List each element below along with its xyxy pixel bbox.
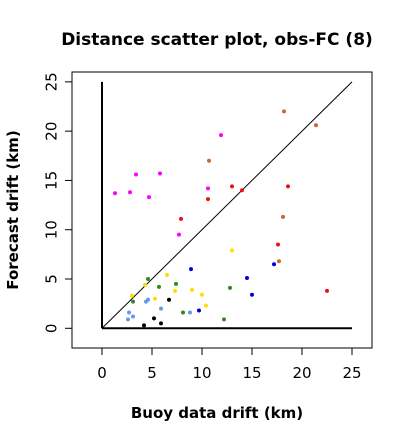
- y-tick-label: 5: [43, 274, 61, 284]
- data-point: [131, 314, 135, 319]
- y-tick-label: 10: [43, 220, 61, 239]
- x-tick-label: 20: [292, 364, 311, 382]
- data-point: [159, 321, 163, 326]
- data-point: [181, 310, 185, 315]
- data-point: [127, 310, 131, 315]
- x-tick-label: 0: [97, 364, 107, 382]
- data-point: [197, 308, 201, 313]
- data-point: [146, 297, 150, 302]
- data-point: [286, 184, 290, 189]
- data-point: [128, 190, 132, 195]
- data-point: [126, 317, 130, 322]
- data-point: [113, 191, 117, 196]
- data-point: [245, 276, 249, 281]
- data-point: [152, 316, 156, 321]
- data-point: [158, 171, 162, 176]
- y-axis: 0 5 10 15 20 25: [43, 72, 72, 334]
- data-point: [131, 299, 135, 304]
- x-tick-label: 5: [147, 364, 157, 382]
- data-point: [143, 282, 147, 287]
- data-point: [159, 306, 163, 311]
- y-tick-label: 20: [43, 122, 61, 141]
- data-point: [272, 262, 276, 267]
- data-point: [142, 323, 146, 328]
- y-tick-label: 15: [43, 171, 61, 190]
- data-point: [276, 242, 280, 247]
- data-point: [157, 284, 161, 289]
- data-point: [179, 216, 183, 221]
- y-tick-label: 0: [43, 324, 61, 334]
- x-tick-label: 25: [342, 364, 361, 382]
- data-point: [282, 109, 286, 114]
- data-point: [165, 273, 169, 278]
- data-point: [204, 303, 208, 308]
- x-axis-label: Buoy data drift (km): [131, 404, 303, 422]
- x-tick-label: 10: [192, 364, 211, 382]
- data-point: [228, 285, 232, 290]
- data-point: [146, 277, 150, 281]
- x-axis: 0 5 10 15 20 25: [97, 348, 362, 382]
- data-point: [207, 158, 211, 163]
- data-point: [240, 188, 244, 193]
- data-point: [173, 288, 177, 293]
- data-point: [190, 287, 194, 292]
- data-point: [147, 195, 151, 200]
- data-point: [130, 293, 134, 298]
- plot-frame: [71, 71, 373, 349]
- data-point: [200, 292, 204, 297]
- y-tick-label: 25: [43, 72, 61, 91]
- data-point: [167, 297, 171, 302]
- data-point: [219, 133, 223, 138]
- data-point: [177, 232, 181, 237]
- reference-line: [101, 81, 353, 329]
- data-point: [174, 281, 178, 286]
- data-point: [188, 310, 192, 315]
- data-point: [277, 259, 281, 264]
- data-point: [189, 267, 193, 272]
- data-point: [325, 288, 329, 293]
- inner-axes: [101, 81, 352, 330]
- data-point: [206, 197, 210, 202]
- data-point: [230, 184, 234, 189]
- data-point: [153, 296, 157, 301]
- data-point: [281, 214, 285, 219]
- data-points: [113, 109, 329, 328]
- data-point: [222, 317, 226, 322]
- x-tick-label: 15: [242, 364, 261, 382]
- reference-line-group: [101, 81, 353, 329]
- chart-title: Distance scatter plot, obs-FC (8): [61, 30, 373, 50]
- data-point: [230, 248, 234, 253]
- data-point: [206, 186, 210, 191]
- data-point: [250, 292, 254, 297]
- y-axis-label: Forecast drift (km): [4, 130, 22, 289]
- data-point: [134, 172, 138, 177]
- data-point: [314, 123, 318, 128]
